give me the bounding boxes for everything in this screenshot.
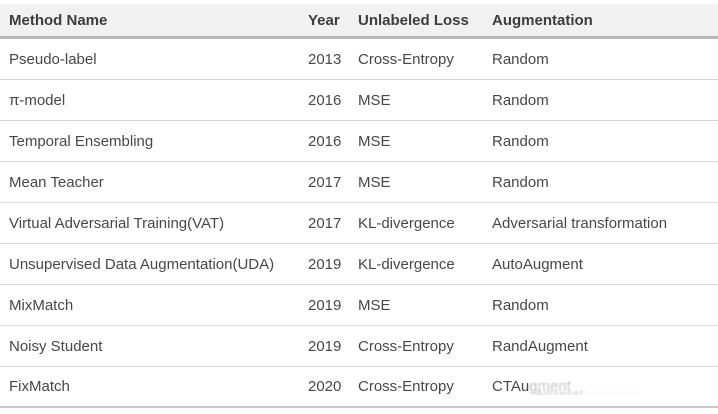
cell-year: 2017 <box>308 214 342 232</box>
column-header-year: Year <box>308 11 340 29</box>
cell-loss: MSE <box>358 173 391 191</box>
cell-method: FixMatch <box>9 378 70 395</box>
cell-method: Pseudo-label <box>9 50 97 68</box>
table-row: FixMatch 2020 Cross-Entropy CTAugment Ailtse… <box>0 367 718 408</box>
cell-aug: Adversarial transformation <box>492 214 668 232</box>
cell-aug: AutoAugment <box>492 255 583 273</box>
cell-loss: MSE <box>358 91 391 109</box>
cell-year: 2016 <box>308 132 342 150</box>
cell-year: 2019 <box>308 255 342 273</box>
watermarked-text-obscured: gment <box>529 378 571 395</box>
column-header-unlabeled-loss: Unlabeled Loss <box>358 11 469 29</box>
cell-year: 2017 <box>308 173 342 191</box>
watermarked-text-clear: CTAu <box>492 378 530 395</box>
cell-year: 2020 <box>308 378 342 395</box>
table-row: π-model 2016 MSE Random <box>0 80 718 121</box>
cell-aug: Random <box>492 91 549 109</box>
table-row: Mean Teacher 2017 MSE Random <box>0 162 718 203</box>
cell-loss: KL-divergence <box>358 255 455 273</box>
column-header-method-name: Method Name <box>9 11 108 29</box>
cell-year: 2016 <box>308 91 342 109</box>
cell-loss: MSE <box>358 296 391 314</box>
cell-loss: KL-divergence <box>358 214 455 232</box>
table-row: Virtual Adversarial Training(VAT) 2017 KL-… <box>0 203 718 244</box>
cell-aug: CTAugment Ailtsenat: <box>492 378 718 395</box>
cell-aug: Random <box>492 173 549 191</box>
methods-table: Method Name Year Unlabeled Loss Augmenta… <box>0 4 718 408</box>
cell-method: Unsupervised Data Augmentation(UDA) <box>9 255 275 273</box>
cell-year: 2019 <box>308 337 342 355</box>
cell-loss: Cross-Entropy <box>358 378 454 395</box>
table-header-row: Method Name Year Unlabeled Loss Augmenta… <box>0 4 718 39</box>
cell-method: MixMatch <box>9 296 74 314</box>
table-row: Unsupervised Data Augmentation(UDA) 2019 K… <box>0 244 718 285</box>
cell-loss: MSE <box>358 132 391 150</box>
cell-method: Temporal Ensembling <box>9 132 154 150</box>
table-row: Temporal Ensembling 2016 MSE Random <box>0 121 718 162</box>
cell-year: 2019 <box>308 296 342 314</box>
table-row: Noisy Student 2019 Cross-Entropy RandAugmen… <box>0 326 718 367</box>
cell-aug: RandAugment <box>492 337 588 355</box>
cell-aug: Random <box>492 50 549 68</box>
table-row: Pseudo-label 2013 Cross-Entropy Random <box>0 39 718 80</box>
column-header-augmentation: Augmentation <box>492 11 593 29</box>
cell-loss: Cross-Entropy <box>358 337 454 355</box>
cell-aug: Random <box>492 132 549 150</box>
cell-method: Virtual Adversarial Training(VAT) <box>9 214 225 232</box>
cell-method: Noisy Student <box>9 337 103 355</box>
table-body: Pseudo-label 2013 Cross-Entropy Random π-mod… <box>0 39 718 408</box>
table-row: MixMatch 2019 MSE Random <box>0 285 718 326</box>
cell-loss: Cross-Entropy <box>358 50 454 68</box>
cell-aug: Random <box>492 296 549 314</box>
cell-method: Mean Teacher <box>9 173 104 191</box>
cell-year: 2013 <box>308 50 342 68</box>
cell-method: π-model <box>9 91 66 109</box>
